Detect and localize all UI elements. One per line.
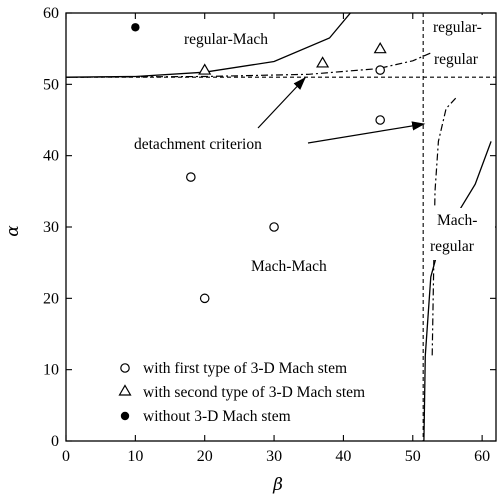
legend: with first type of 3-D Mach stem with se…	[118, 360, 365, 425]
x-tick-label: 50	[405, 448, 421, 465]
data-point-open-circle	[375, 115, 385, 125]
data-point-open-circle	[375, 65, 385, 75]
y-axis-label: α	[3, 225, 23, 237]
x-tick-label: 40	[335, 448, 351, 465]
x-tick-label: 20	[197, 448, 213, 465]
x-tick-label: 30	[266, 448, 282, 465]
data-point-open-circle	[269, 222, 279, 232]
region-label-mach-regular-line1: Mach-	[437, 212, 477, 229]
data-point-open-triangle	[373, 41, 387, 54]
x-tick-label: 0	[62, 448, 70, 465]
region-label-regular-mach: regular-Mach	[184, 31, 268, 48]
legend-label-without: without 3-D Mach stem	[143, 408, 291, 425]
legend-label-first-type: with first type of 3-D Mach stem	[143, 360, 347, 377]
x-tick-label: 60	[474, 448, 490, 465]
data-point-open-triangle	[198, 63, 212, 75]
legend-open-triangle-icon	[118, 384, 132, 396]
detachment-arrow-lower	[307, 121, 426, 144]
data-point-open-circle	[199, 293, 210, 304]
region-label-mach-regular-line2: regular	[430, 238, 475, 255]
detachment-arrow-upper	[257, 77, 306, 129]
mach-regular-label-bg	[427, 208, 495, 260]
region-label-regular-regular-line1: regular-	[433, 19, 482, 36]
arrow-layer	[257, 77, 426, 144]
regular-regular-label-bg	[431, 15, 495, 70]
x-tick-label: 10	[127, 448, 143, 465]
y-tick-label: 0	[51, 433, 59, 450]
regular-mach-boundary-curve	[66, 13, 351, 78]
data-point-open-circle	[186, 172, 196, 182]
data-point-open-triangle	[316, 56, 330, 68]
y-tick-label: 40	[43, 148, 59, 165]
legend-filled-circle-icon	[120, 411, 130, 421]
label-layer: regular-Mach regular- regular Mach-Mach …	[134, 15, 495, 275]
region-label-regular-regular-line2: regular	[434, 51, 479, 68]
legend-label-second-type: with second type of 3-D Mach stem	[143, 384, 365, 401]
y-tick-label: 20	[43, 290, 59, 307]
detachment-criterion-label: detachment criterion	[134, 136, 262, 153]
region-label-mach-mach: Mach-Mach	[251, 258, 327, 275]
x-axis-label: β	[272, 475, 283, 495]
y-tick-label: 60	[43, 5, 59, 22]
y-tick-label: 30	[43, 219, 59, 236]
legend-open-circle-icon	[120, 363, 130, 373]
plot-frame	[65, 12, 497, 442]
data-point-filled-circle	[131, 23, 140, 32]
tick-layer: 0 10 20 30 40 50 60 0 10 20 30 40 50 60	[43, 5, 496, 465]
detachment-criterion-curve	[66, 19, 483, 78]
mach-regular-boundary-curve	[423, 141, 492, 441]
y-tick-label: 50	[43, 76, 59, 93]
y-tick-label: 10	[43, 362, 59, 379]
